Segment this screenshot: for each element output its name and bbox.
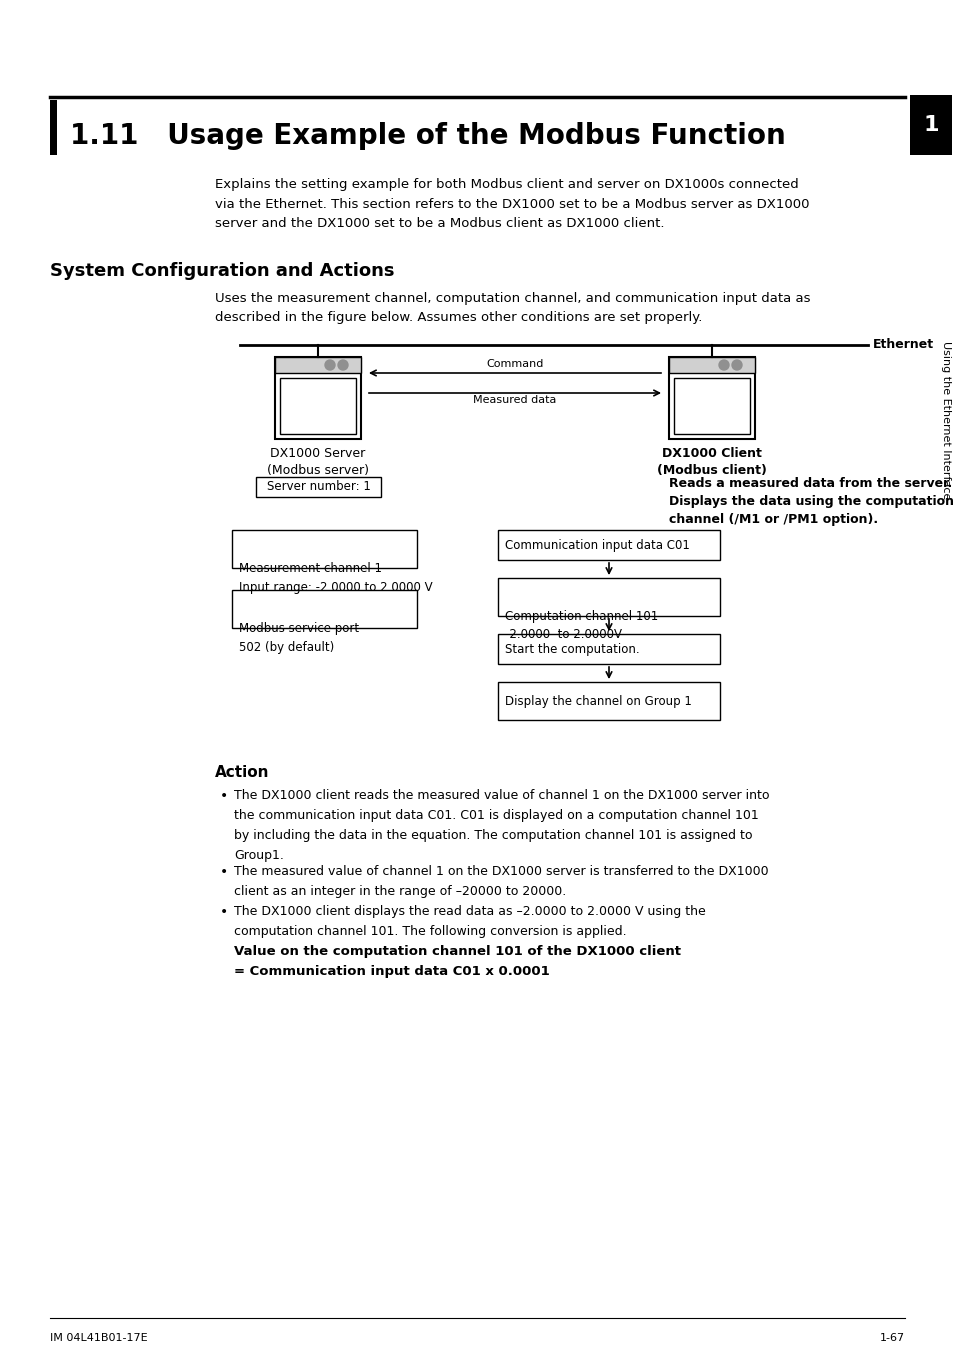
Text: Ethernet: Ethernet (872, 339, 933, 351)
Text: 1-67: 1-67 (879, 1332, 904, 1343)
Text: Computation channel 101
-2.0000  to 2.0000V: Computation channel 101 -2.0000 to 2.000… (504, 610, 658, 641)
Text: Using the Ethernet Interface: Using the Ethernet Interface (940, 340, 950, 500)
Bar (274, 356, 360, 439)
Text: Modbus service port
502 (by default): Modbus service port 502 (by default) (239, 622, 358, 653)
Text: Communication input data C01: Communication input data C01 (504, 539, 689, 552)
Circle shape (731, 360, 741, 370)
Text: The measured value of channel 1 on the DX1000 server is transferred to the DX100: The measured value of channel 1 on the D… (233, 865, 768, 898)
Text: DX1000 Client
(Modbus client): DX1000 Client (Modbus client) (657, 447, 766, 477)
Bar (232, 590, 416, 628)
Bar (280, 378, 355, 433)
Bar (668, 356, 754, 439)
Circle shape (719, 360, 728, 370)
Text: 1: 1 (923, 115, 938, 135)
Bar (673, 378, 749, 433)
Bar (497, 634, 720, 664)
Text: •: • (220, 904, 228, 919)
Text: DX1000 Server
(Modbus server): DX1000 Server (Modbus server) (267, 447, 369, 477)
Bar (497, 682, 720, 720)
Bar (50, 100, 57, 155)
Bar (497, 578, 720, 616)
Text: System Configuration and Actions: System Configuration and Actions (50, 262, 395, 279)
Text: Uses the measurement channel, computation channel, and communication input data : Uses the measurement channel, computatio… (214, 292, 810, 324)
Text: Server number: 1: Server number: 1 (266, 481, 370, 494)
Text: Value on the computation channel 101 of the DX1000 client
= Communication input : Value on the computation channel 101 of … (233, 945, 680, 977)
Text: The DX1000 client reads the measured value of channel 1 on the DX1000 server int: The DX1000 client reads the measured val… (233, 788, 769, 863)
Text: The DX1000 client displays the read data as –2.0000 to 2.0000 V using the
comput: The DX1000 client displays the read data… (233, 904, 705, 938)
Bar (274, 356, 360, 373)
Text: Explains the setting example for both Modbus client and server on DX1000s connec: Explains the setting example for both Mo… (214, 178, 809, 230)
Text: Measured data: Measured data (473, 396, 557, 405)
Text: 1.11   Usage Example of the Modbus Function: 1.11 Usage Example of the Modbus Functio… (70, 122, 785, 150)
Bar (497, 531, 720, 560)
Text: •: • (220, 865, 228, 879)
Text: Reads a measured data from the server.
Displays the data using the computation
c: Reads a measured data from the server. D… (668, 477, 953, 526)
Text: Start the computation.: Start the computation. (504, 643, 639, 656)
Text: •: • (220, 788, 228, 803)
Bar (232, 531, 416, 568)
Text: Action: Action (214, 765, 269, 780)
Bar (255, 477, 380, 497)
Circle shape (337, 360, 348, 370)
Bar (909, 95, 951, 155)
Text: Command: Command (486, 359, 543, 369)
Circle shape (325, 360, 335, 370)
Text: Measurement channel 1
Input range: -2.0000 to 2.0000 V: Measurement channel 1 Input range: -2.00… (239, 562, 432, 594)
Bar (668, 356, 754, 373)
Text: Display the channel on Group 1: Display the channel on Group 1 (504, 694, 691, 707)
Text: IM 04L41B01-17E: IM 04L41B01-17E (50, 1332, 148, 1343)
